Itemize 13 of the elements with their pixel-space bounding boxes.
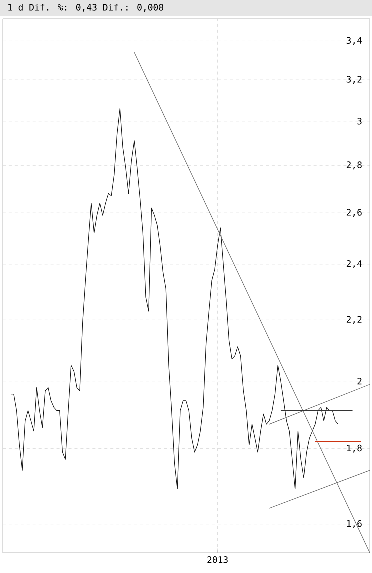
chart-title: 1 d Dif. %: 0,43 Dif.: 0,008 [8,4,164,12]
y-tick-label: 3 [358,118,362,125]
y-tick-label: 2 [358,378,362,385]
y-tick-label: 2,4 [346,260,362,268]
y-tick-label: 2,8 [346,162,362,170]
y-tick-label: 3,4 [346,37,362,46]
y-tick-label: 1,6 [347,520,362,528]
y-tick-label: 3,2 [346,76,362,84]
y-tick-label: 2,6 [346,209,362,218]
line-series [10,108,339,490]
x-tick-label: 2013 [208,556,228,564]
y-tick-label: 1,8 [347,444,362,453]
y-tick-label: 2,2 [346,316,362,324]
